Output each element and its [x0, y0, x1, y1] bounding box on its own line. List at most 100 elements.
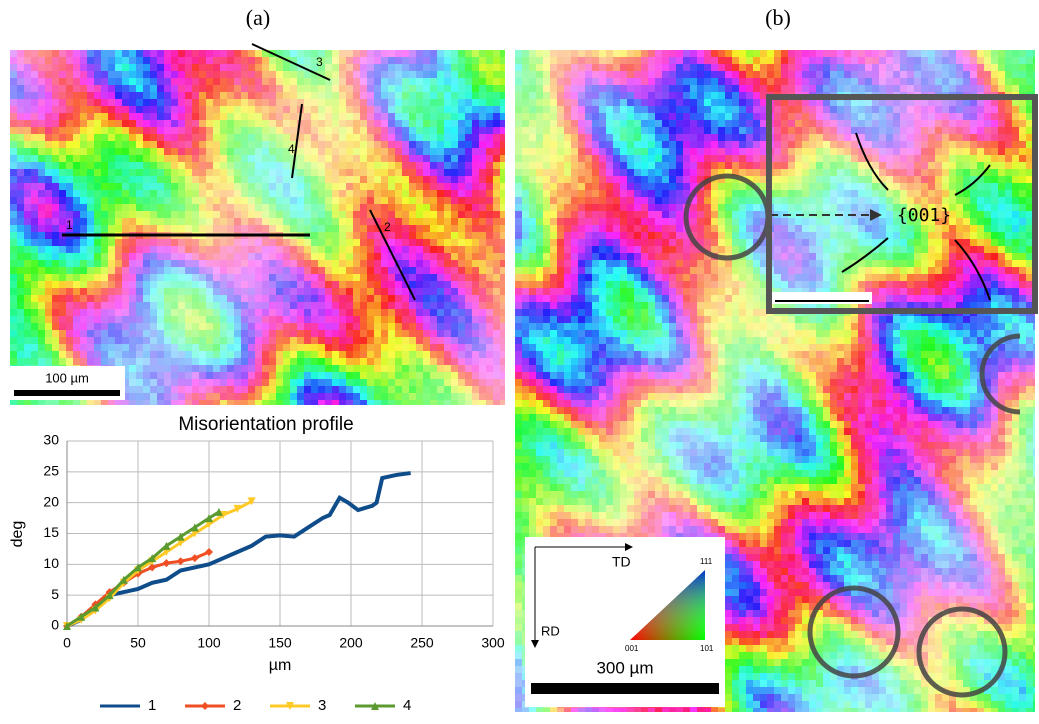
grain — [430, 281, 437, 288]
grain — [10, 232, 17, 239]
grain — [984, 148, 991, 155]
grain — [360, 232, 367, 239]
grain — [802, 155, 809, 162]
grain — [844, 64, 851, 71]
grain — [101, 71, 108, 78]
grain — [564, 176, 571, 183]
grain — [781, 50, 788, 57]
grain — [108, 50, 115, 57]
grain — [262, 225, 269, 232]
grain — [115, 295, 122, 302]
grain — [52, 218, 59, 225]
grain — [311, 113, 318, 120]
grain — [87, 351, 94, 358]
grain — [199, 393, 206, 400]
grain — [676, 169, 683, 176]
grain — [416, 288, 423, 295]
grain — [346, 309, 353, 316]
grain — [199, 162, 206, 169]
grain — [122, 288, 129, 295]
grain — [185, 330, 192, 337]
grain — [409, 204, 416, 211]
grain — [451, 50, 458, 57]
grain — [206, 204, 213, 211]
grain — [550, 78, 557, 85]
grain — [353, 190, 360, 197]
grain — [24, 176, 31, 183]
grain — [1019, 57, 1026, 64]
grain — [423, 120, 430, 127]
grain — [234, 162, 241, 169]
grain — [269, 302, 276, 309]
grain — [150, 302, 157, 309]
grain — [746, 99, 753, 106]
grain — [998, 169, 1005, 176]
grain — [269, 92, 276, 99]
grain — [374, 183, 381, 190]
grain — [900, 50, 907, 57]
grain — [157, 225, 164, 232]
grain — [108, 295, 115, 302]
grain — [31, 218, 38, 225]
grain — [10, 197, 17, 204]
grain — [311, 302, 318, 309]
grain — [80, 267, 87, 274]
grain — [423, 330, 430, 337]
grain — [458, 99, 465, 106]
grain — [290, 176, 297, 183]
grain — [290, 330, 297, 337]
grain — [641, 113, 648, 120]
grain — [171, 246, 178, 253]
grain — [213, 148, 220, 155]
grain — [472, 211, 479, 218]
grain — [122, 127, 129, 134]
grain — [802, 99, 809, 106]
grain — [213, 64, 220, 71]
grain — [942, 85, 949, 92]
grain — [374, 267, 381, 274]
grain — [458, 232, 465, 239]
grain — [844, 148, 851, 155]
grain — [458, 260, 465, 267]
grain — [45, 155, 52, 162]
grain — [970, 155, 977, 162]
grain — [746, 50, 753, 57]
grain — [515, 78, 522, 85]
grain — [311, 344, 318, 351]
grain — [129, 120, 136, 127]
grain — [52, 127, 59, 134]
grain — [178, 92, 185, 99]
grain — [522, 155, 529, 162]
grain — [80, 344, 87, 351]
grain — [914, 148, 921, 155]
grain — [171, 330, 178, 337]
grain — [374, 204, 381, 211]
grain — [858, 106, 865, 113]
grain — [248, 99, 255, 106]
grain — [437, 253, 444, 260]
grain — [220, 323, 227, 330]
grain — [592, 78, 599, 85]
grain — [52, 113, 59, 120]
grain — [80, 176, 87, 183]
grain — [297, 351, 304, 358]
grain — [129, 337, 136, 344]
grain — [234, 372, 241, 379]
grain — [234, 120, 241, 127]
grain — [269, 57, 276, 64]
grain — [437, 211, 444, 218]
grain — [543, 71, 550, 78]
grain — [297, 330, 304, 337]
grain — [879, 78, 886, 85]
grain — [192, 225, 199, 232]
grain — [402, 141, 409, 148]
grain — [108, 400, 115, 405]
grain — [297, 85, 304, 92]
grain — [297, 50, 304, 57]
grain — [599, 113, 606, 120]
grain — [178, 274, 185, 281]
grain — [353, 337, 360, 344]
grain — [451, 162, 458, 169]
grain — [437, 162, 444, 169]
grain — [416, 218, 423, 225]
